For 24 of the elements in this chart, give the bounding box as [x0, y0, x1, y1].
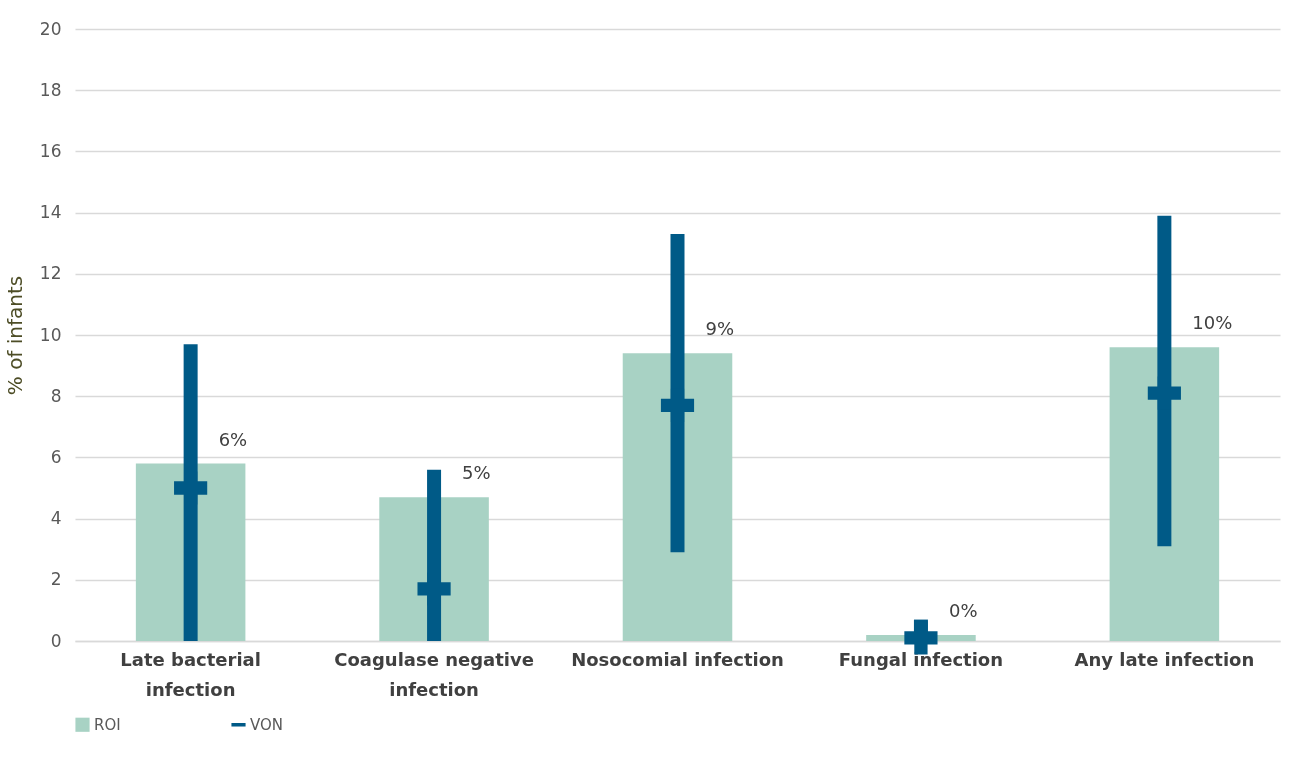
data-label: 9% [705, 318, 735, 340]
y-tick-label: 16 [39, 140, 62, 161]
data-label: 6% [218, 428, 248, 450]
y-tick-label: 8 [50, 385, 62, 406]
legend-label: VON [250, 715, 284, 734]
y-tick-label: 2 [50, 569, 62, 590]
y-tick-label: 0 [50, 630, 62, 651]
y-tick-label: 12 [39, 263, 62, 284]
x-tick-label: Fungal infection [838, 648, 1004, 670]
legend-label: ROI [94, 715, 121, 734]
y-axis-title: % of infants [2, 275, 27, 396]
data-label: 5% [462, 462, 491, 484]
x-tick-label: Any late infection [1074, 648, 1255, 670]
y-tick-label: 6 [50, 446, 62, 467]
y-tick-label: 10 [39, 324, 62, 345]
x-tick-label: Nosocomial infection [571, 648, 784, 670]
data-label: 10% [1192, 312, 1233, 334]
x-tick-label: Late bacterial infection [120, 648, 261, 700]
y-tick-label: 20 [39, 18, 62, 39]
y-tick-label: 14 [39, 202, 62, 223]
x-tick-label: Coagulase negative infection [334, 648, 534, 700]
y-tick-label: 18 [39, 79, 62, 100]
y-tick-label: 4 [50, 508, 62, 529]
data-label: 0% [948, 599, 978, 621]
